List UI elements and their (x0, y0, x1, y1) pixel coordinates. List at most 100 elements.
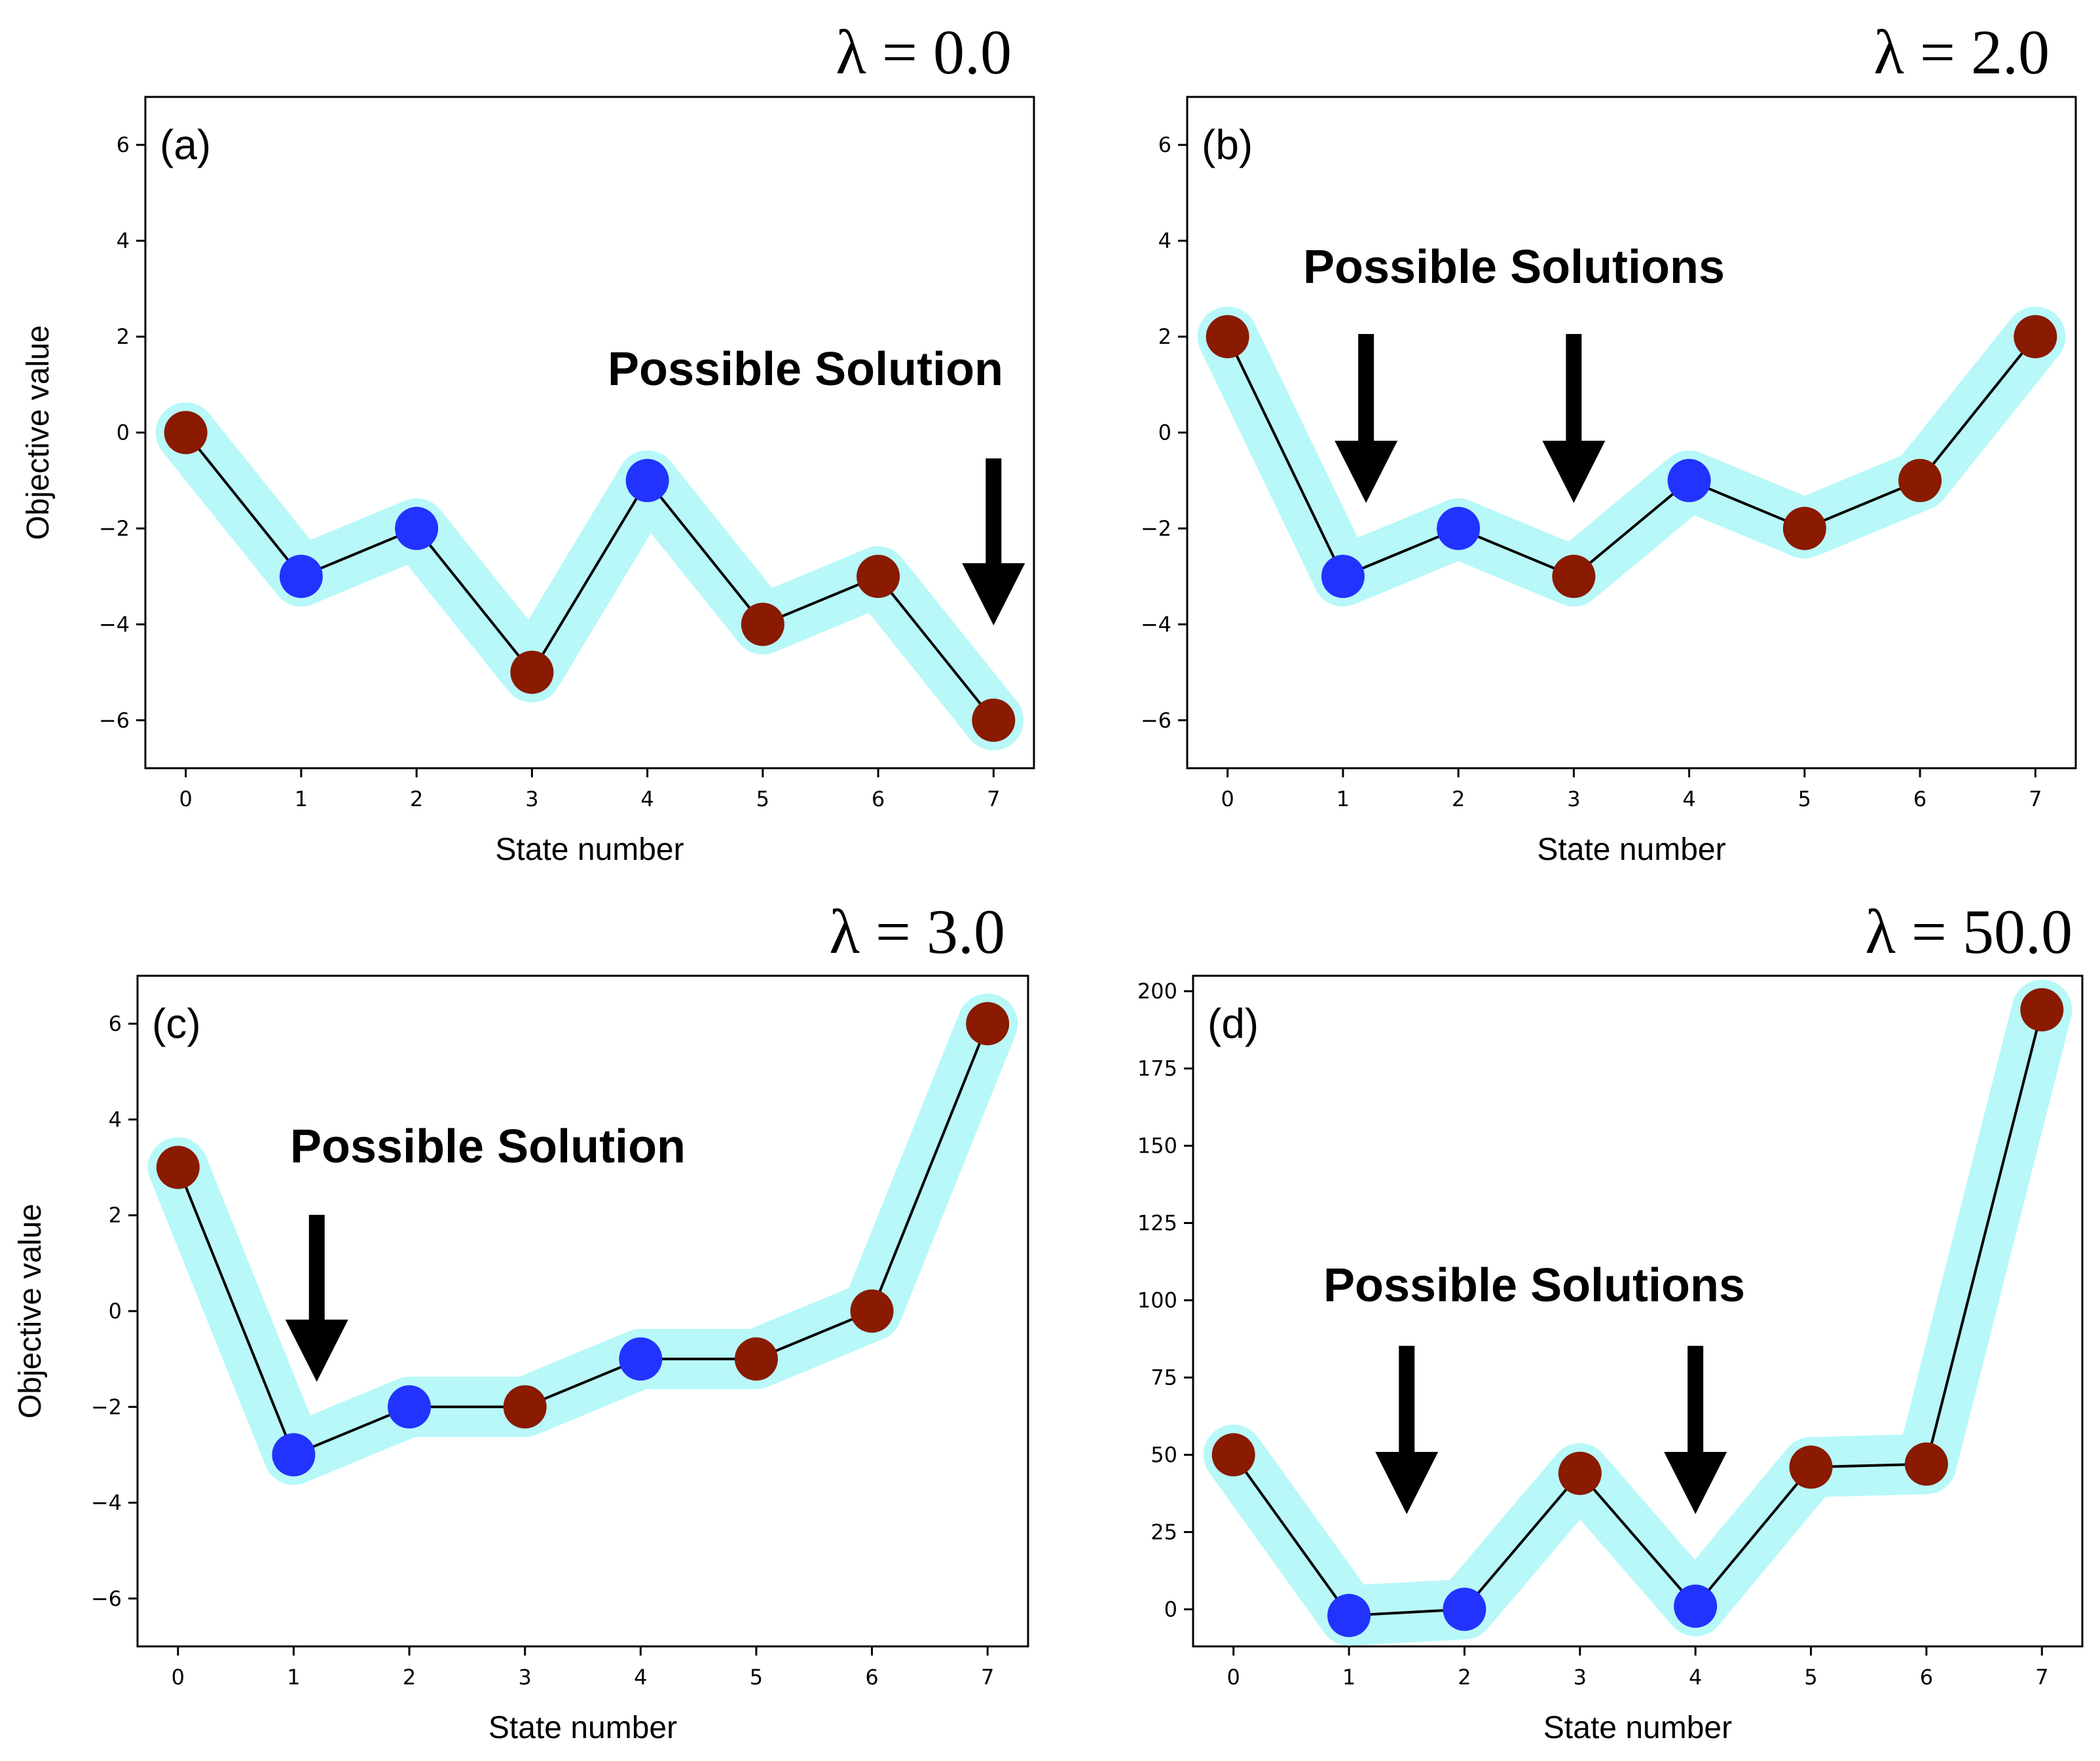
panel-label: (b) (1202, 121, 1253, 168)
down-arrow-icon (1542, 334, 1606, 503)
x-tick-label: 2 (1452, 787, 1465, 811)
y-axis-label: Objective value (21, 325, 56, 540)
data-point (272, 1433, 316, 1477)
data-point (1206, 315, 1249, 359)
panel-b: 6 4 2 0 −2 −4 −6 0 1 2 3 4 5 6 7 State number (b) λ = 2.0… (1141, 17, 2077, 867)
y-tick-label: 2 (1158, 324, 1171, 349)
y-axis-label: Objective value (13, 1204, 48, 1418)
y-tick-label: 0 (1158, 420, 1171, 445)
callout-text: Possible Solutions (1323, 1259, 1745, 1312)
highlight-band (147, 993, 1018, 1485)
x-axis-label: State number (1543, 1711, 1732, 1745)
y-tick-label: 200 (1137, 979, 1177, 1004)
data-point (1211, 1433, 1255, 1477)
x-tick-label: 0 (179, 787, 193, 811)
down-arrow-icon (1335, 334, 1398, 503)
data-point (164, 411, 208, 454)
x-tick-label: 2 (403, 1665, 416, 1690)
data-point (2014, 315, 2057, 359)
x-tick-label: 5 (756, 787, 769, 811)
data-point (2020, 988, 2064, 1031)
data-point (1898, 458, 1942, 502)
callout-text: Possible Solutions (1303, 241, 1725, 293)
x-tick-label: 7 (981, 1665, 994, 1690)
down-arrow-icon (1664, 1346, 1727, 1514)
data-point (1558, 1451, 1602, 1495)
y-tick-label: −2 (99, 516, 130, 541)
y-tick-label: −4 (1141, 612, 1171, 637)
data-point (625, 458, 669, 502)
x-axis-label: State number (495, 832, 684, 867)
panel-title: λ = 3.0 (829, 897, 1005, 967)
y-tick-label: 75 (1151, 1365, 1177, 1390)
data-point (1789, 1445, 1833, 1489)
panel-label: (d) (1207, 1000, 1259, 1047)
data-point (1327, 1593, 1371, 1637)
x-tick-label: 7 (987, 787, 1000, 811)
x-tick-label: 4 (640, 787, 654, 811)
data-point (1437, 506, 1481, 550)
down-arrow-icon (1375, 1346, 1439, 1514)
x-tick-label: 4 (1682, 787, 1695, 811)
x-tick-label: 3 (519, 1665, 532, 1690)
panel-c: 6 4 2 0 −2 −4 −6 0 1 2 3 4 5 6 7 State number Objective … (13, 897, 1029, 1745)
down-arrow-icon (962, 458, 1025, 625)
panel-label: (a) (160, 121, 211, 168)
y-tick-label: 0 (109, 1299, 122, 1324)
data-point (619, 1337, 663, 1381)
data-point (972, 698, 1016, 742)
data-point (1321, 555, 1365, 599)
data-point (279, 555, 323, 599)
x-tick-label: 7 (2035, 1665, 2048, 1690)
panel-a: 6 4 2 0 −2 −4 −6 0 1 2 3 4 5 6 7 State number Objective … (21, 17, 1035, 867)
data-point (734, 1337, 778, 1381)
data-point (510, 650, 554, 694)
x-tick-label: 6 (872, 787, 885, 811)
data-point (156, 1145, 200, 1189)
x-tick-label: 6 (1920, 1665, 1933, 1690)
y-tick-label: −4 (99, 612, 130, 637)
y-tick-label: −4 (91, 1491, 122, 1515)
y-tick-label: 4 (1158, 229, 1171, 253)
x-tick-label: 4 (634, 1665, 647, 1690)
x-tick-label: 5 (1798, 787, 1811, 811)
panel-title: λ = 2.0 (1873, 17, 2050, 87)
data-point (966, 1002, 1010, 1046)
x-tick-label: 1 (295, 787, 308, 811)
x-tick-label: 3 (1567, 787, 1580, 811)
data-point (741, 602, 784, 646)
callout-text: Possible Solution (290, 1121, 686, 1173)
y-tick-label: −2 (91, 1394, 122, 1419)
data-point (503, 1385, 547, 1429)
panel-title: λ = 50.0 (1865, 897, 2072, 967)
y-tick-label: 100 (1137, 1288, 1177, 1312)
y-tick-label: 125 (1137, 1211, 1177, 1236)
y-tick-label: 0 (117, 420, 130, 445)
y-tick-label: −6 (91, 1586, 122, 1611)
data-point (1552, 555, 1596, 599)
data-point (395, 506, 439, 550)
y-tick-label: 6 (109, 1011, 122, 1036)
data-point (1782, 506, 1826, 550)
y-tick-label: −6 (1141, 708, 1171, 733)
panel-d: 200 175 150 125 100 75 50 25 0 0 1 2 3 4 5 6 7 State numb… (1137, 897, 2084, 1745)
x-tick-label: 0 (1227, 1665, 1240, 1690)
x-tick-label: 6 (865, 1665, 878, 1690)
y-tick-label: 2 (109, 1203, 122, 1228)
data-point (1443, 1587, 1486, 1631)
x-tick-label: 6 (1913, 787, 1926, 811)
x-tick-label: 2 (410, 787, 423, 811)
data-point (1667, 458, 1711, 502)
x-tick-label: 7 (2029, 787, 2042, 811)
panel-title: λ = 0.0 (836, 17, 1012, 87)
data-point (1904, 1442, 1948, 1486)
x-tick-label: 3 (525, 787, 538, 811)
y-tick-label: 2 (117, 324, 130, 349)
highlight-band (1203, 979, 2072, 1646)
y-tick-label: 4 (109, 1107, 122, 1132)
plot-frame (144, 96, 1035, 769)
data-point (857, 555, 900, 599)
y-tick-label: 6 (1158, 132, 1171, 157)
x-tick-label: 1 (1336, 787, 1350, 811)
